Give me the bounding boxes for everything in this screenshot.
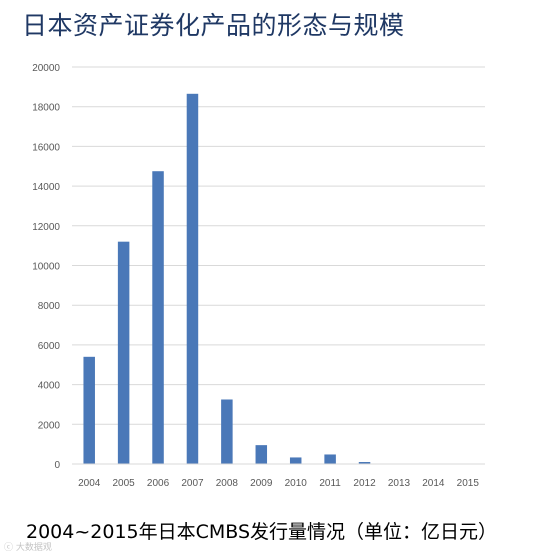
y-tick-label: 8000 <box>38 301 61 312</box>
x-tick-label: 2015 <box>457 478 480 489</box>
y-tick-label: 18000 <box>32 103 60 114</box>
bar-2011 <box>324 454 336 464</box>
y-tick-label: 4000 <box>38 381 61 392</box>
x-tick-label: 2005 <box>113 478 136 489</box>
bar-2007 <box>186 93 199 465</box>
watermark-text: ⓒ 大数据观 <box>4 543 52 553</box>
x-tick-label: 2008 <box>216 478 239 489</box>
page-title: 日本资产证券化产品的形态与规模 <box>22 11 405 40</box>
x-tick-label: 2007 <box>181 478 204 489</box>
bar-2006 <box>152 171 164 464</box>
y-tick-label: 0 <box>54 460 60 471</box>
y-tick-label: 14000 <box>32 182 60 193</box>
bar-2009 <box>255 445 268 464</box>
x-tick-label: 2006 <box>147 478 170 489</box>
bar-2012 <box>358 462 371 464</box>
y-tick-label: 12000 <box>32 222 60 233</box>
x-tick-label: 2004 <box>78 478 101 489</box>
x-tick-label: 2009 <box>250 478 273 489</box>
x-tick-label: 2011 <box>319 478 341 489</box>
x-tick-label: 2010 <box>285 478 308 489</box>
chart-caption: 2004~2015年日本CMBS发行量情况（单位：亿日元） <box>26 521 498 543</box>
x-tick-label: 2012 <box>353 478 376 489</box>
bar-2010 <box>289 457 302 464</box>
y-tick-label: 6000 <box>38 341 61 352</box>
chart-svg: 0 2000 4000 6000 8000 10000 12000 14000 16000 180… <box>32 63 485 489</box>
y-tick-label: 2000 <box>38 420 61 431</box>
y-tick-label: 20000 <box>32 63 60 74</box>
bar-2004 <box>83 356 95 464</box>
x-tick-label: 2013 <box>388 478 411 489</box>
bar-2008 <box>221 399 233 464</box>
x-tick-label: 2014 <box>422 478 445 489</box>
bar-2005 <box>117 241 130 464</box>
bar-chart: 0 2000 4000 6000 8000 10000 12000 14000 16000 180… <box>0 52 553 500</box>
y-tick-label: 10000 <box>32 262 60 273</box>
y-tick-label: 16000 <box>32 142 60 153</box>
